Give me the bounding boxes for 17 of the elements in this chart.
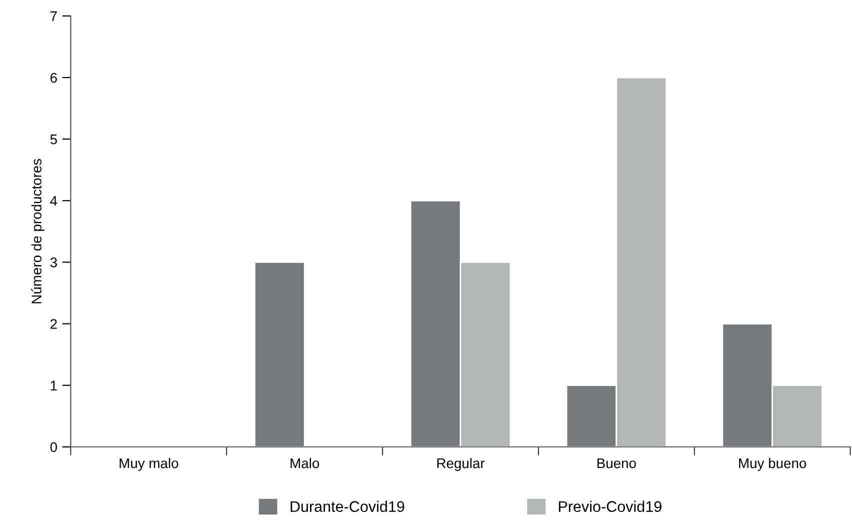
y-tick-label: 4	[50, 196, 58, 206]
x-tick-label: Regular	[437, 458, 485, 471]
y-tick-label: 1	[50, 380, 57, 390]
x-tick-label: Muy bueno	[739, 458, 806, 471]
y-tick-label: 7	[50, 11, 57, 21]
x-tick-label: Malo	[290, 458, 320, 468]
x-tick-label: Muy malo	[120, 458, 178, 471]
legend-label: Previo-Covid19	[558, 500, 662, 512]
y-tick-label: 6	[50, 72, 57, 83]
y-tick-label: 5	[50, 134, 57, 144]
y-tick-label: 3	[50, 258, 57, 268]
bar	[254, 262, 306, 447]
y-tick-label: 0	[50, 442, 57, 452]
y-tick-label: 2	[50, 319, 57, 329]
x-tick-label: Bueno	[597, 458, 636, 468]
legend-label: Durante-Covid19	[290, 500, 404, 512]
y-axis-title: Número de productores	[31, 158, 44, 304]
